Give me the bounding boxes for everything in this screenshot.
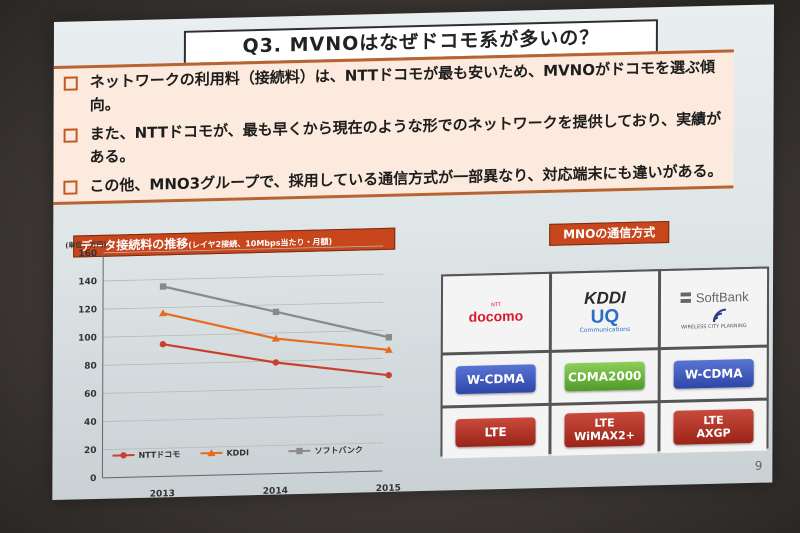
kddi-4g-line1: LTE: [594, 416, 615, 430]
kddi-logo: KDDI: [584, 287, 626, 308]
data-point: [159, 283, 167, 290]
y-tick-label: 140: [78, 277, 97, 287]
uq-sub: Communications: [579, 325, 631, 334]
presentation-slide: Q3. MVNOはなぜドコモ系が多いの？ ネットワークの利用料（接続料）は、NT…: [52, 4, 774, 501]
y-tick-label: 160: [78, 249, 97, 259]
y-axis: [101, 252, 104, 478]
bullet-list: ネットワークの利用料（接続料）は、NTTドコモが最も安いため、MVNOがドコモを…: [53, 49, 734, 206]
legend-label: NTTドコモ: [138, 450, 180, 460]
data-point: [272, 308, 280, 316]
x-axis: [102, 470, 383, 479]
legend-label: KDDI: [226, 448, 249, 458]
mno-table: NTT docomo KDDI UQ Communications 〓 Soft…: [440, 266, 770, 459]
softbank-label: SoftBank: [695, 288, 749, 305]
docomo-4g-badge: LTE: [455, 417, 536, 448]
mno-header: MNOの通信方式: [549, 220, 670, 246]
softbank-4g-line1: LTE: [703, 413, 724, 428]
docomo-3g-badge: W-CDMA: [455, 364, 536, 395]
grid-line: [103, 273, 384, 282]
docomo-logo: docomo: [468, 307, 524, 325]
y-axis-label: (単位：万円): [65, 240, 106, 250]
y-tick-label: 0: [90, 474, 96, 484]
legend-marker: [296, 447, 303, 455]
line-chart: (単位：万円) 0 20 40 60 80 100 120 140 160 2013 2014 2015…: [65, 240, 401, 500]
legend-marker: [207, 449, 216, 457]
grid-line: [102, 301, 383, 310]
softbank-4g-cell: LTE AXGP: [660, 400, 767, 454]
bullet-box-icon: [63, 128, 78, 143]
y-tick-label: 100: [78, 333, 97, 343]
grid-line: [103, 245, 384, 254]
data-point: [159, 340, 167, 348]
bullet-text: ネットワークの利用料（接続料）は、NTTドコモが最も安いため、MVNOがドコモを…: [89, 57, 716, 115]
softbank-4g-line2: AXGP: [696, 426, 731, 441]
bullet-box-icon: [63, 180, 78, 195]
kddi-3g-cell: CDMA2000: [551, 350, 658, 403]
y-tick-label: 80: [84, 361, 97, 371]
y-tick-label: 60: [84, 390, 97, 400]
wireless-city-logo: WIRELESS CITY PLANNING: [681, 322, 747, 331]
data-point: [271, 334, 280, 342]
softbank-4g-badge: LTE AXGP: [673, 408, 754, 445]
data-point: [385, 333, 393, 341]
page-number: 9: [754, 458, 763, 473]
docomo-3g-cell: W-CDMA: [442, 352, 549, 406]
x-tick-label: 2015: [376, 484, 401, 495]
kddi-4g-line2: WiMAX2+: [574, 428, 635, 444]
grid-line: [102, 329, 383, 338]
softbank-3g-cell: W-CDMA: [660, 347, 767, 401]
grid-line: [102, 414, 383, 422]
legend-label: ソフトバンク: [314, 444, 362, 455]
bullet-box-icon: [63, 76, 78, 91]
bullet-text: また、NTTドコモが、最も早くから現在のような形でのネットワークを提供しており、…: [89, 109, 722, 167]
y-tick-label: 40: [84, 418, 97, 428]
kddi-3g-badge: CDMA2000: [564, 361, 645, 392]
data-point: [384, 345, 393, 353]
legend-marker: [120, 452, 127, 459]
docomo-4g-cell: LTE: [442, 405, 549, 459]
softbank-logo-cell: 〓 SoftBank WIRELESS CITY PLANNING: [660, 268, 768, 348]
y-tick-label: 20: [84, 446, 97, 456]
grid-line: [102, 386, 383, 394]
docomo-4g-line1: LTE: [484, 424, 507, 439]
wireless-signal-icon: [712, 308, 727, 322]
kddi-4g-badge: LTE WiMAX2+: [564, 411, 645, 448]
data-point: [272, 359, 279, 366]
x-tick-label: 2014: [263, 486, 288, 497]
data-point: [385, 371, 392, 379]
data-point: [158, 309, 167, 317]
softbank-3g-badge: W-CDMA: [673, 358, 754, 389]
grid-line: [102, 442, 383, 451]
y-tick-label: 120: [78, 305, 97, 315]
x-tick-label: 2013: [150, 489, 175, 500]
uq-logo: UQ: [590, 305, 620, 328]
grid-line: [102, 358, 383, 366]
docomo-logo-cell: NTT docomo: [442, 273, 550, 353]
kddi-4g-cell: LTE WiMAX2+: [551, 403, 658, 456]
kddi-logo-cell: KDDI UQ Communications: [551, 271, 659, 350]
softbank-logo: 〓 SoftBank: [679, 288, 749, 306]
